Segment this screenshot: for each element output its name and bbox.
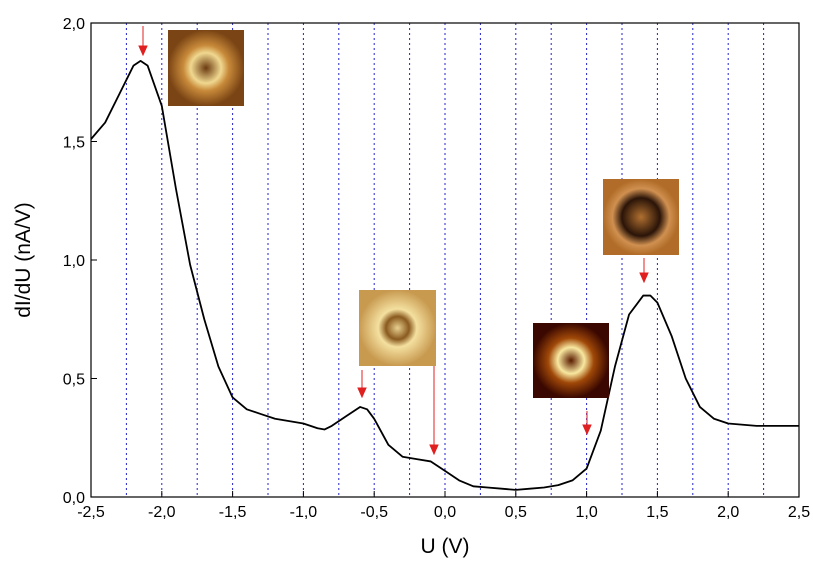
stm-image — [533, 323, 609, 398]
x-tick-label: -2,0 — [148, 504, 176, 521]
y-tick-label: 1,0 — [63, 253, 85, 270]
x-tick-label: 0,0 — [434, 504, 456, 521]
x-axis-label: U (V) — [421, 535, 470, 558]
y-tick-label: 2,0 — [63, 16, 85, 33]
x-tick-label: 2,5 — [788, 504, 810, 521]
stm-image — [359, 290, 436, 366]
x-tick-label: -1,0 — [290, 504, 318, 521]
y-tick-label: 0,5 — [63, 372, 85, 389]
stm-image — [603, 179, 679, 255]
x-tick-label: -1,5 — [219, 504, 247, 521]
y-axis-label: dI/dU (nA/V) — [12, 202, 35, 318]
x-tick-label: 0,5 — [505, 504, 527, 521]
x-tick-label: 1,5 — [646, 504, 668, 521]
y-tick-label: 1,5 — [63, 135, 85, 152]
arrows — [138, 26, 649, 456]
x-tick-label: 2,0 — [717, 504, 739, 521]
y-tick-label: 0,0 — [63, 490, 85, 507]
x-tick-label: -2,5 — [77, 504, 105, 521]
stm-image — [168, 30, 244, 106]
x-tick-label: 1,0 — [575, 504, 597, 521]
x-tick-label: -0,5 — [360, 504, 388, 521]
data-line — [90, 60, 799, 491]
